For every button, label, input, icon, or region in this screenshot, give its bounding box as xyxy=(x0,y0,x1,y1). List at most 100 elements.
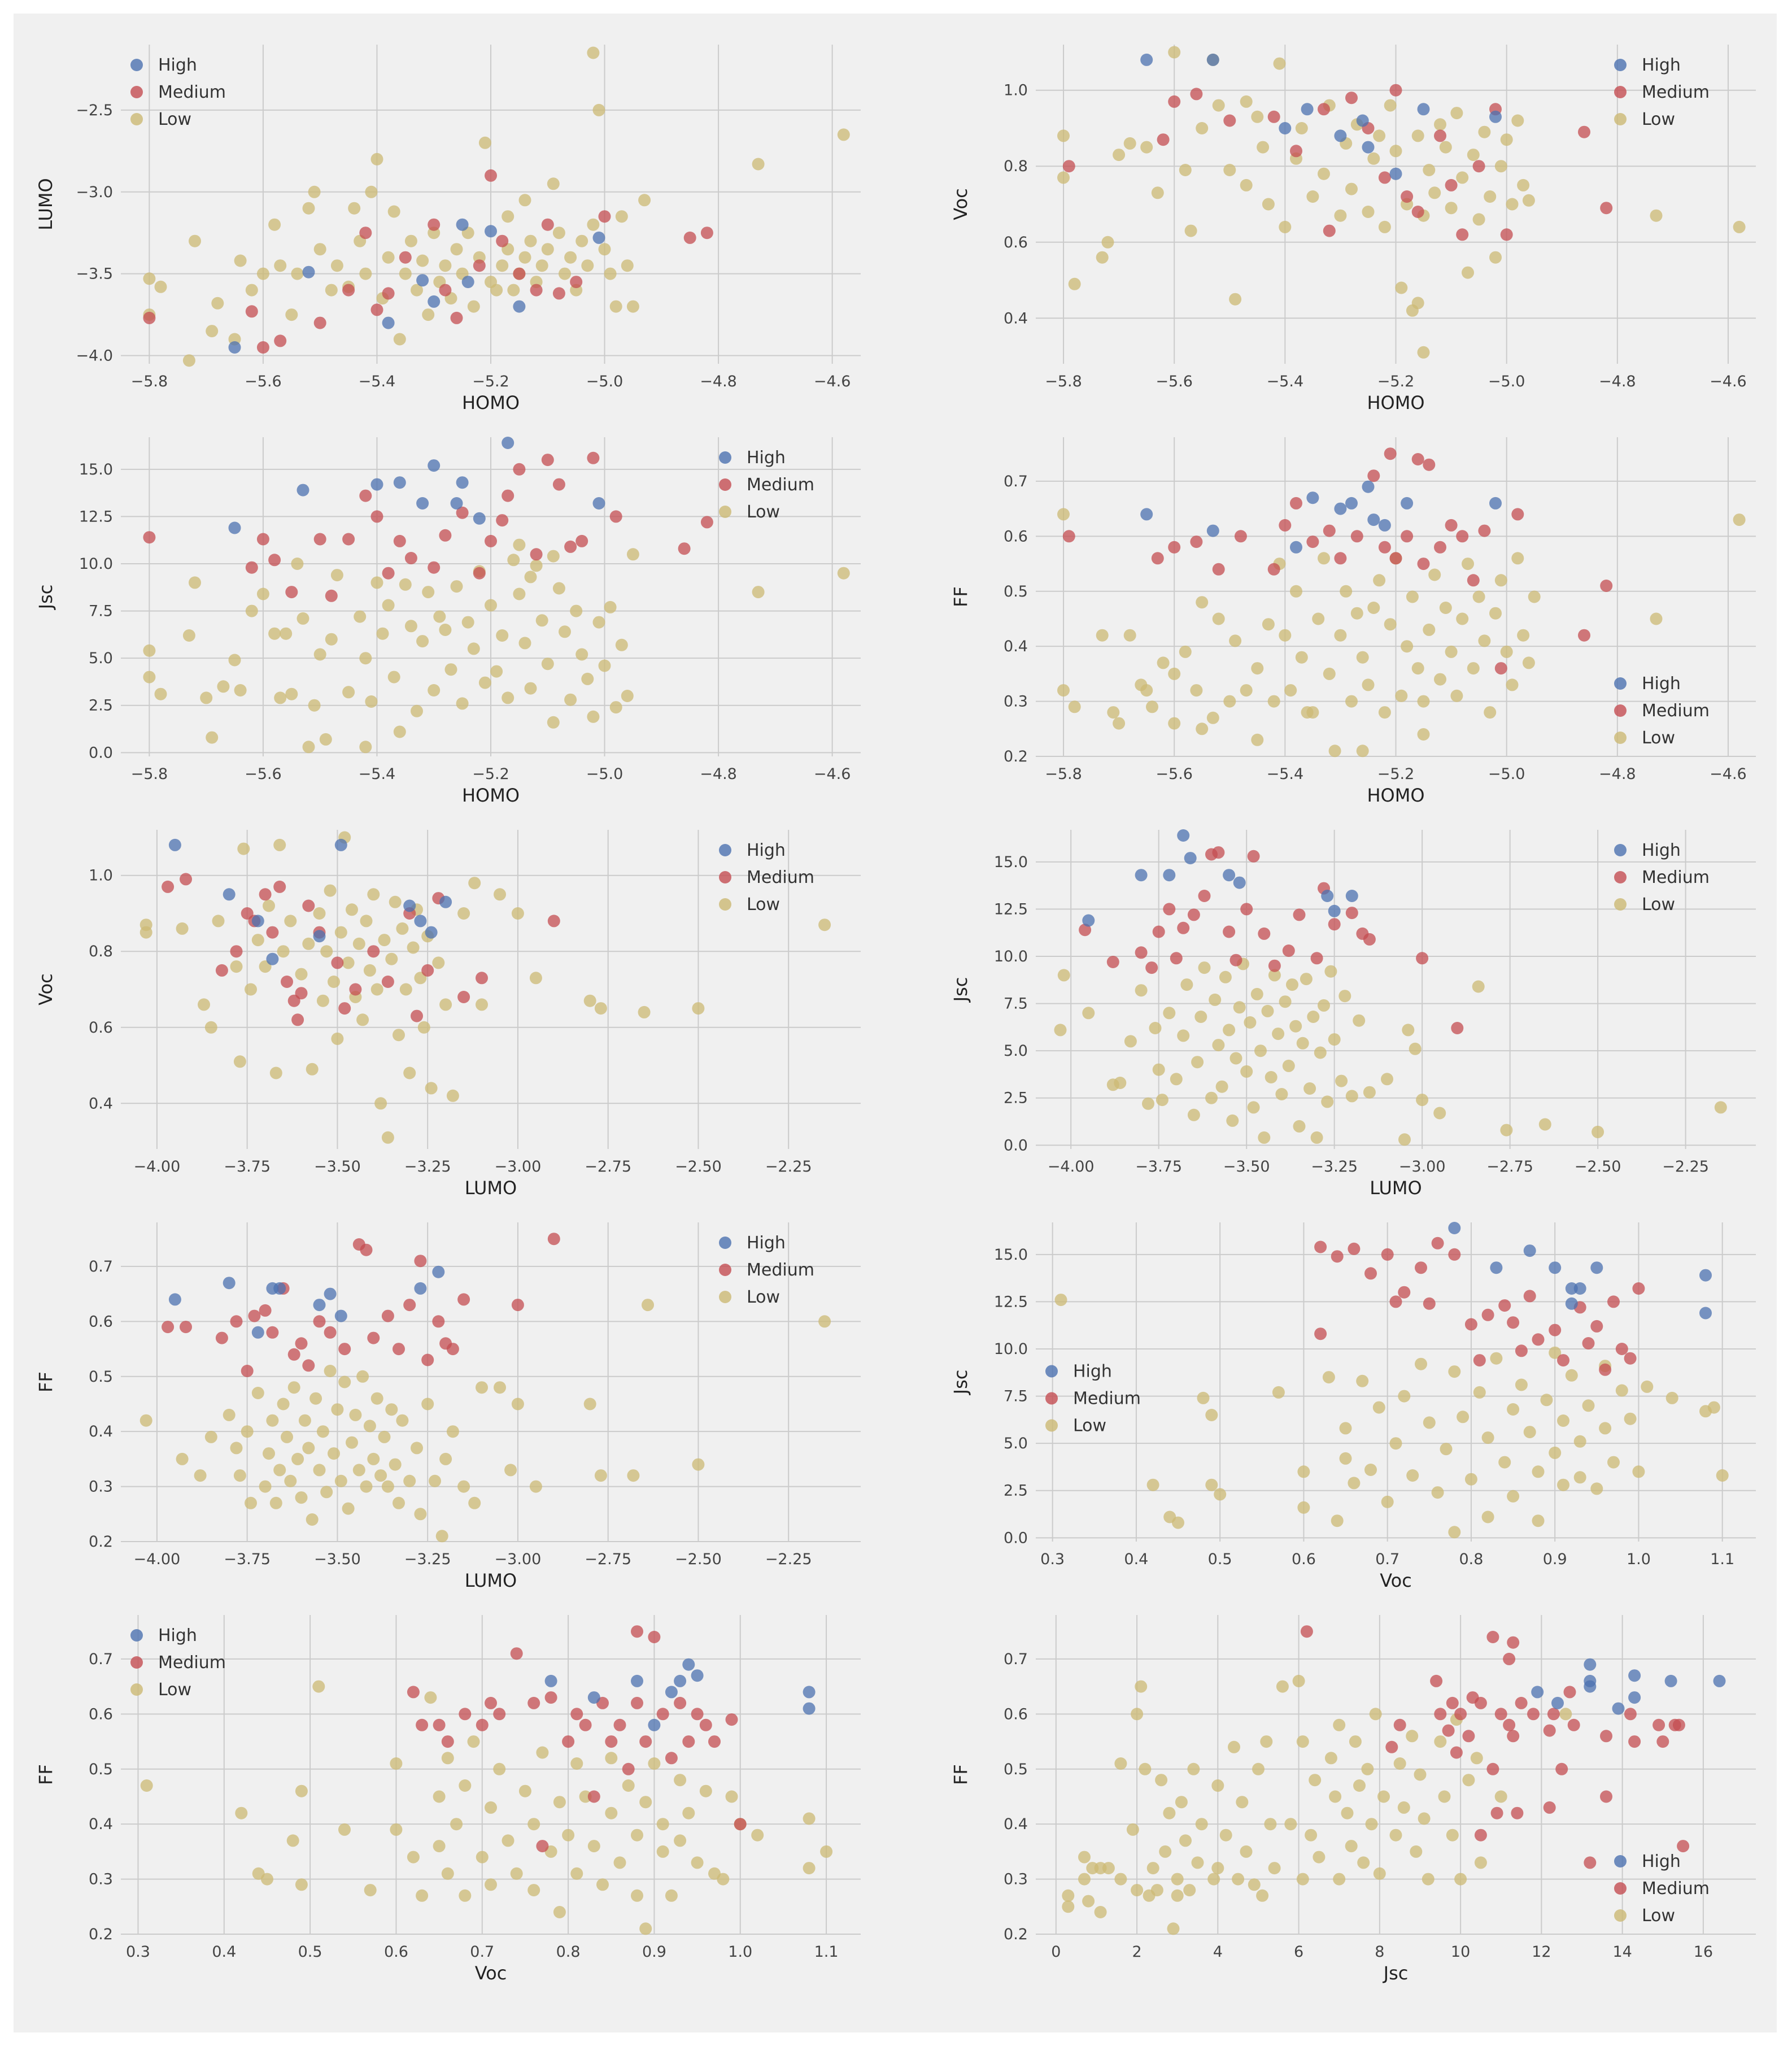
data-point-high xyxy=(1206,53,1219,66)
data-point-high xyxy=(228,521,241,534)
data-point-low xyxy=(1494,160,1507,173)
x-tick-label: −5.8 xyxy=(131,373,168,390)
data-point-low xyxy=(1257,141,1270,154)
x-tick-label: −2.25 xyxy=(765,1158,812,1176)
data-point-low xyxy=(1140,684,1153,697)
data-point-low xyxy=(385,952,398,965)
data-point-high xyxy=(1378,519,1391,532)
data-point-low xyxy=(433,1840,446,1853)
data-point-medium xyxy=(414,1255,427,1268)
data-point-low xyxy=(1445,645,1458,658)
data-point-medium xyxy=(1401,190,1414,203)
data-point-low xyxy=(330,259,343,272)
legend-marker-low xyxy=(719,506,731,518)
data-point-medium xyxy=(1423,458,1436,471)
data-point-medium xyxy=(331,956,344,969)
data-point-medium xyxy=(1543,1724,1556,1737)
y-tick-label: 0.5 xyxy=(89,1368,113,1386)
x-tick-label: −2.50 xyxy=(1575,1158,1621,1176)
data-point-low xyxy=(396,922,409,935)
x-tick-label: −5.0 xyxy=(586,373,624,390)
data-point-medium xyxy=(428,561,441,574)
data-point-high xyxy=(1177,829,1190,842)
data-point-low xyxy=(837,567,850,580)
data-point-medium xyxy=(513,463,526,476)
data-point-low xyxy=(421,1398,434,1411)
data-point-medium xyxy=(342,533,355,546)
data-point-low xyxy=(277,1398,290,1411)
data-point-low xyxy=(1356,745,1369,758)
data-point-low xyxy=(370,153,383,166)
data-point-low xyxy=(367,1452,380,1465)
data-point-medium xyxy=(1600,1790,1612,1803)
data-point-medium xyxy=(421,964,434,977)
data-point-medium xyxy=(230,945,243,958)
x-tick-label: 1.0 xyxy=(728,1943,752,1961)
data-point-low xyxy=(1365,1818,1378,1831)
data-point-low xyxy=(609,701,622,714)
data-point-low xyxy=(1324,1752,1337,1765)
legend-label-low: Low xyxy=(1642,728,1675,748)
data-point-high xyxy=(168,838,181,851)
legend-marker-low xyxy=(719,1291,731,1303)
data-point-low xyxy=(564,693,577,706)
data-point-medium xyxy=(1472,160,1485,173)
data-point-medium xyxy=(1168,541,1181,554)
data-point-medium xyxy=(459,1708,472,1721)
data-point-low xyxy=(562,1829,575,1842)
data-point-medium xyxy=(513,267,526,280)
x-tick-label: −3.25 xyxy=(1311,1158,1358,1176)
data-point-medium xyxy=(1350,530,1363,543)
data-point-medium xyxy=(143,531,156,544)
data-point-low xyxy=(1474,1856,1487,1869)
data-point-low xyxy=(342,686,355,699)
data-point-low xyxy=(1462,558,1474,571)
data-point-low xyxy=(461,616,474,629)
data-point-medium xyxy=(1310,952,1323,965)
data-point-low xyxy=(324,1365,337,1377)
data-point-low xyxy=(206,731,219,744)
data-point-low xyxy=(291,1452,304,1465)
data-point-low xyxy=(325,284,338,297)
data-point-medium xyxy=(1381,1248,1394,1261)
data-point-low xyxy=(1494,1790,1507,1803)
data-point-low xyxy=(404,620,417,633)
data-point-low xyxy=(1212,99,1225,112)
data-point-high xyxy=(1345,890,1358,902)
data-point-low xyxy=(407,1851,420,1864)
data-point-low xyxy=(1229,634,1242,647)
data-point-low xyxy=(1172,1516,1184,1529)
data-point-medium xyxy=(1331,1250,1344,1263)
data-point-medium xyxy=(1378,541,1391,554)
data-point-medium xyxy=(1624,1352,1637,1365)
x-tick-label: 0.3 xyxy=(1040,1551,1065,1568)
data-point-low xyxy=(269,1066,282,1079)
x-tick-label: −3.75 xyxy=(224,1551,271,1568)
legend-label-high: High xyxy=(1642,841,1681,860)
legend-marker-high xyxy=(719,451,731,464)
data-point-medium xyxy=(1445,179,1458,191)
data-point-medium xyxy=(338,1343,351,1356)
y-tick-label: 0.3 xyxy=(89,1478,113,1496)
x-axis-label: LUMO xyxy=(1370,1177,1422,1199)
data-point-low xyxy=(467,1735,480,1748)
y-tick-label: −3.5 xyxy=(76,265,113,283)
data-point-high xyxy=(592,231,605,244)
data-point-medium xyxy=(1348,1242,1361,1255)
data-point-low xyxy=(1142,1097,1154,1110)
x-tick-label: −5.4 xyxy=(359,373,396,390)
data-point-low xyxy=(1528,590,1541,603)
data-point-low xyxy=(1168,717,1181,730)
x-tick-label: 12 xyxy=(1532,1943,1551,1961)
data-point-low xyxy=(1448,1365,1461,1378)
data-point-low xyxy=(1293,1120,1306,1133)
data-point-low xyxy=(245,983,257,996)
data-point-low xyxy=(1494,574,1507,587)
data-point-high xyxy=(266,952,279,965)
data-point-medium xyxy=(370,303,383,316)
data-point-low xyxy=(1207,1873,1220,1886)
data-point-low xyxy=(312,1680,325,1693)
data-point-low xyxy=(370,576,383,589)
legend-label-medium: Medium xyxy=(747,475,814,495)
data-point-low xyxy=(1068,277,1081,290)
